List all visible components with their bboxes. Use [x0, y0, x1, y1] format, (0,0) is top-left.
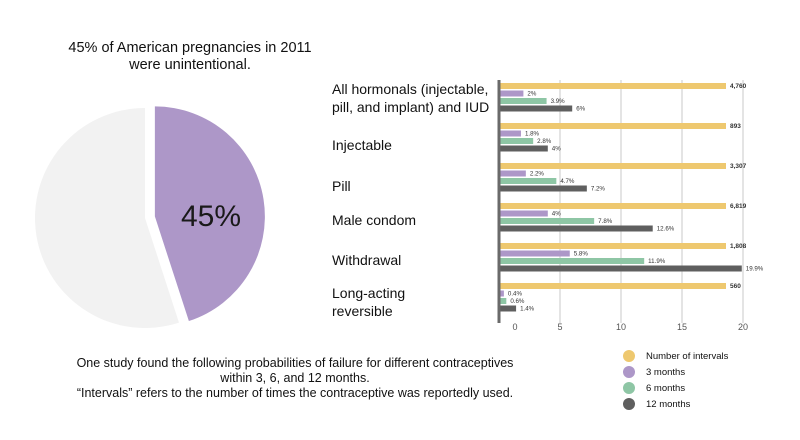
data-label: 4%	[552, 211, 561, 218]
bar-6-months	[499, 218, 595, 224]
legend-swatch	[623, 366, 635, 378]
x-tick-label: 10	[616, 322, 626, 332]
x-tick-label: 5	[557, 322, 562, 332]
category-label: All hormonals (injectable, pill, and impl…	[332, 81, 490, 115]
bar-chart: 0 5 10 15 204,7602%3.9%6%8931.8%2.8%4%3,3072…	[497, 80, 764, 332]
data-label: 3,307	[730, 163, 747, 170]
bar-6-months	[499, 98, 547, 104]
bar-number-of-intervals	[499, 203, 726, 209]
legend-item: 12 months	[623, 396, 728, 412]
x-tick-label: 15	[677, 322, 687, 332]
caption-line-1: One study found the following probabilit…	[76, 356, 514, 370]
bar-12-months	[499, 225, 653, 232]
bar-6-months	[499, 258, 645, 264]
bar-3-months	[499, 90, 524, 97]
data-label: 2.2%	[530, 171, 545, 178]
x-tick-label: 20	[738, 322, 748, 332]
bar-12-months	[499, 185, 587, 192]
pie-title-line-2: were unintentional.	[129, 57, 251, 73]
x-tick-label: 0	[512, 322, 517, 332]
data-label: 5.8%	[574, 251, 589, 258]
data-label: 4%	[552, 146, 561, 153]
data-label: 1,808	[730, 243, 747, 250]
data-label: 4,760	[730, 83, 747, 90]
data-label: 0.6%	[510, 298, 525, 305]
legend-swatch	[623, 350, 635, 362]
data-label: 7.2%	[591, 186, 606, 193]
legend-label: 6 months	[646, 382, 686, 394]
pie-title-line-1: 45% of American pregnancies in 2011	[68, 40, 312, 56]
pie-slice-45	[154, 106, 265, 322]
data-label: 6%	[576, 106, 585, 113]
data-label: 2.8%	[537, 138, 552, 145]
caption: One study found the following probabilit…	[20, 356, 570, 401]
category-label: Injectable	[332, 137, 392, 153]
legend-label: 3 months	[646, 366, 686, 378]
category-label: Long-acting reversible	[332, 285, 406, 319]
legend-swatch	[623, 398, 635, 410]
legend: Number of intervals 3 months 6 months 12 mo…	[623, 348, 728, 412]
legend-label: Number of intervals	[646, 350, 729, 362]
pie-chart: 45%	[34, 106, 265, 328]
bar-6-months	[499, 178, 557, 184]
bar-6-months	[499, 138, 534, 144]
bar-number-of-intervals	[499, 283, 726, 289]
legend-item: 6 months	[623, 380, 728, 396]
data-label: 560	[730, 283, 741, 290]
bar-number-of-intervals	[499, 83, 726, 89]
caption-line-3: “Intervals” refers to the number of time…	[76, 386, 514, 400]
bar-3-months	[499, 210, 548, 217]
bar-12-months	[499, 305, 517, 312]
data-label: 0.4%	[508, 291, 523, 298]
pie-slice-rest	[34, 108, 179, 328]
data-label: 2%	[527, 91, 536, 98]
data-label: 6,819	[730, 203, 747, 210]
data-label: 893	[730, 123, 741, 130]
pie-title: 45% of American pregnancies in 2011 were…	[30, 40, 350, 74]
bar-6-months	[499, 298, 507, 304]
bar-3-months	[499, 290, 504, 297]
data-label: 11.9%	[648, 258, 666, 265]
bar-3-months	[499, 170, 526, 177]
data-label: 4.7%	[560, 178, 575, 185]
data-label: 12.6%	[657, 226, 675, 233]
bar-3-months	[499, 130, 521, 137]
pie-slice-label: 45%	[181, 200, 241, 233]
category-label: Pill	[332, 178, 351, 194]
legend-item: Number of intervals	[623, 348, 728, 364]
legend-item: 3 months	[623, 364, 728, 380]
data-label: 19.9%	[746, 266, 764, 273]
bar-12-months	[499, 105, 573, 112]
bar-12-months	[499, 145, 548, 152]
legend-label: 12 months	[646, 398, 691, 410]
bar-3-months	[499, 250, 570, 257]
caption-line-2: within 3, 6, and 12 months.	[220, 371, 370, 385]
data-label: 1.8%	[525, 131, 540, 138]
data-label: 1.4%	[520, 306, 535, 313]
data-label: 3.9%	[551, 98, 566, 105]
bar-12-months	[499, 265, 742, 272]
bar-number-of-intervals	[499, 123, 726, 129]
category-label: Male condom	[332, 212, 417, 228]
bar-number-of-intervals	[499, 163, 726, 169]
legend-swatch	[623, 382, 635, 394]
data-label: 7.8%	[598, 218, 613, 225]
category-label: Withdrawal	[332, 252, 402, 268]
bar-number-of-intervals	[499, 243, 726, 249]
